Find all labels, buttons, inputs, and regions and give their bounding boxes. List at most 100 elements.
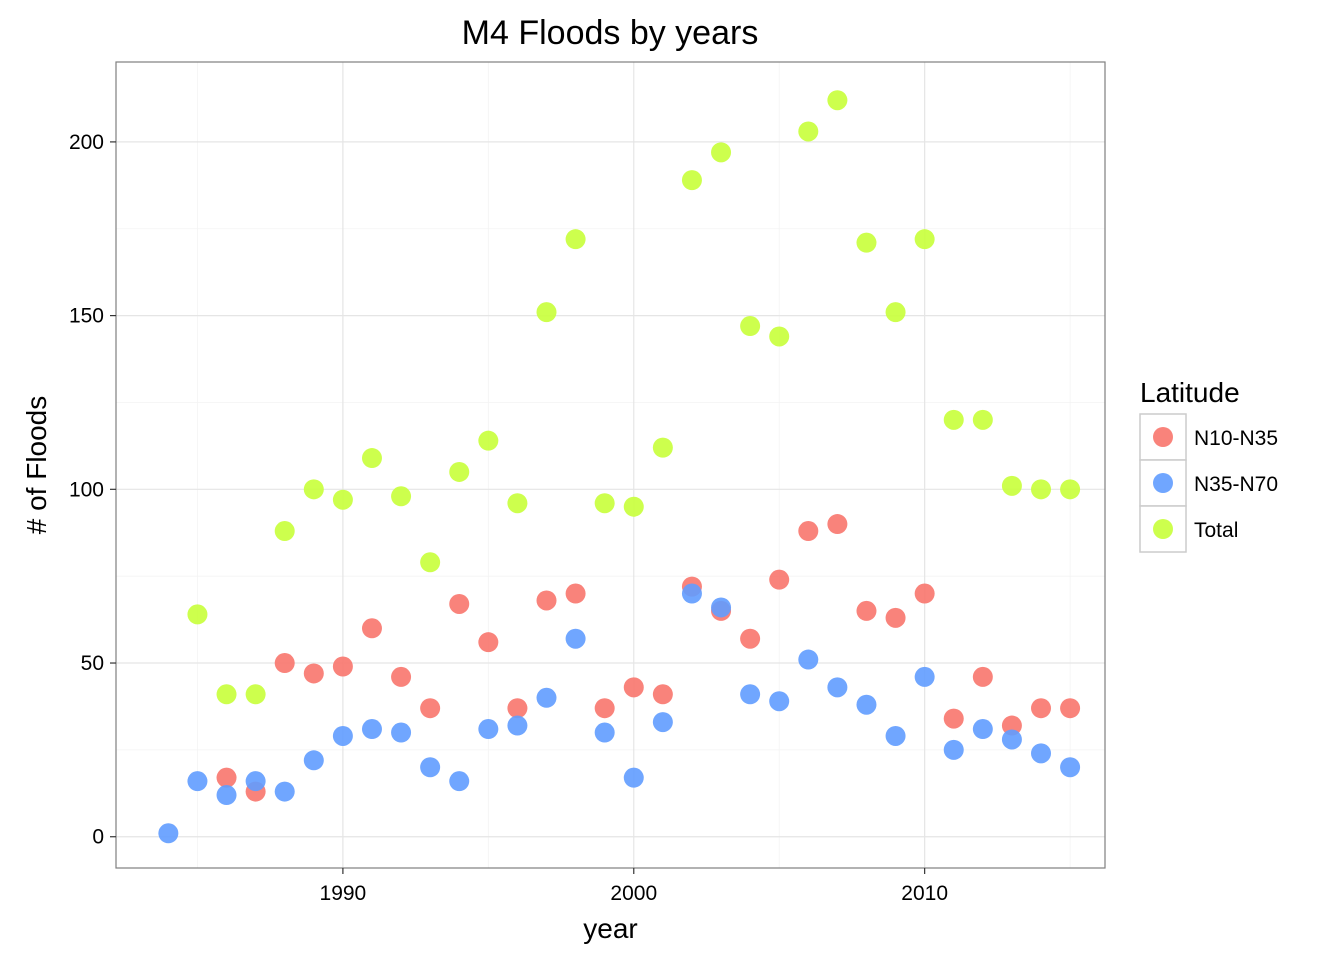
series-n35-n70 <box>158 583 1081 844</box>
data-point <box>769 691 790 712</box>
legend-label: N10-N35 <box>1194 427 1278 450</box>
data-point <box>740 628 761 649</box>
plot-panel <box>115 61 1106 869</box>
data-point <box>478 430 499 451</box>
y-tick-label: 0 <box>92 826 104 849</box>
data-point <box>332 725 353 746</box>
legend-swatch <box>1153 473 1173 493</box>
data-point <box>187 604 208 625</box>
data-point <box>798 649 819 670</box>
data-point <box>216 785 237 806</box>
legend-items: N10-N35 N35-N70 Total <box>1139 413 1278 553</box>
data-point <box>507 698 528 719</box>
data-point <box>420 698 441 719</box>
data-point <box>1031 698 1052 719</box>
data-point <box>1060 479 1081 500</box>
data-point <box>914 229 935 250</box>
data-point <box>827 677 848 698</box>
data-point <box>652 437 673 458</box>
data-point <box>332 656 353 677</box>
data-point <box>216 684 237 705</box>
data-point <box>943 739 964 760</box>
x-axis-title: year <box>583 913 637 944</box>
data-point <box>565 229 586 250</box>
data-point <box>914 666 935 687</box>
data-point <box>885 302 906 323</box>
data-point <box>536 302 557 323</box>
y-tick-label: 50 <box>81 652 104 675</box>
chart-title: M4 Floods by years <box>462 14 759 52</box>
data-point <box>303 479 324 500</box>
data-point <box>885 607 906 628</box>
data-point <box>478 719 499 740</box>
data-point <box>856 600 877 621</box>
legend-item: Total <box>1139 505 1238 553</box>
data-point <box>449 593 470 614</box>
data-point <box>303 750 324 771</box>
data-point <box>420 757 441 778</box>
data-point <box>798 121 819 142</box>
data-point <box>1031 743 1052 764</box>
data-point <box>914 583 935 604</box>
data-points <box>158 90 1081 844</box>
y-tick-label: 150 <box>69 305 104 328</box>
y-tick-label: 200 <box>69 131 104 154</box>
data-point <box>536 687 557 708</box>
data-point <box>391 666 412 687</box>
legend-swatch <box>1153 427 1173 447</box>
data-point <box>565 583 586 604</box>
data-point <box>594 722 615 743</box>
data-point <box>623 496 644 517</box>
y-axis-title: # of Floods <box>21 396 52 535</box>
legend-label: N35-N70 <box>1194 473 1278 496</box>
data-point <box>798 521 819 542</box>
data-point <box>536 590 557 611</box>
data-point <box>623 767 644 788</box>
data-point <box>274 521 295 542</box>
x-tick-label: 2010 <box>901 882 948 905</box>
data-point <box>972 719 993 740</box>
data-point <box>361 719 382 740</box>
data-point <box>1031 479 1052 500</box>
x-tick-label: 1990 <box>320 882 367 905</box>
x-tick-label: 2000 <box>610 882 657 905</box>
legend: Latitude N10-N35 N35-N70 Total <box>1139 377 1278 553</box>
data-point <box>1001 475 1022 496</box>
data-point <box>216 767 237 788</box>
data-point <box>449 771 470 792</box>
data-point <box>245 771 266 792</box>
data-point <box>943 708 964 729</box>
data-point <box>507 715 528 736</box>
legend-item: N10-N35 <box>1139 413 1278 461</box>
legend-label: Total <box>1194 519 1238 542</box>
data-point <box>594 493 615 514</box>
data-point <box>361 618 382 639</box>
data-point <box>594 698 615 719</box>
data-point <box>507 493 528 514</box>
data-point <box>885 725 906 746</box>
data-point <box>245 684 266 705</box>
data-point <box>1001 729 1022 750</box>
data-point <box>158 823 179 844</box>
y-tick-label: 100 <box>69 478 104 501</box>
data-point <box>827 90 848 111</box>
data-point <box>856 232 877 253</box>
data-point <box>478 632 499 653</box>
data-point <box>740 684 761 705</box>
data-point <box>623 677 644 698</box>
legend-swatch <box>1153 519 1173 539</box>
data-point <box>856 694 877 715</box>
data-point <box>652 712 673 733</box>
data-point <box>681 170 702 191</box>
grid-lines <box>116 62 1105 868</box>
data-point <box>1060 698 1081 719</box>
data-point <box>303 663 324 684</box>
data-point <box>827 514 848 535</box>
data-point <box>740 316 761 337</box>
data-point <box>769 326 790 347</box>
data-point <box>769 569 790 590</box>
data-point <box>361 448 382 469</box>
data-point <box>711 142 732 163</box>
data-point <box>1060 757 1081 778</box>
